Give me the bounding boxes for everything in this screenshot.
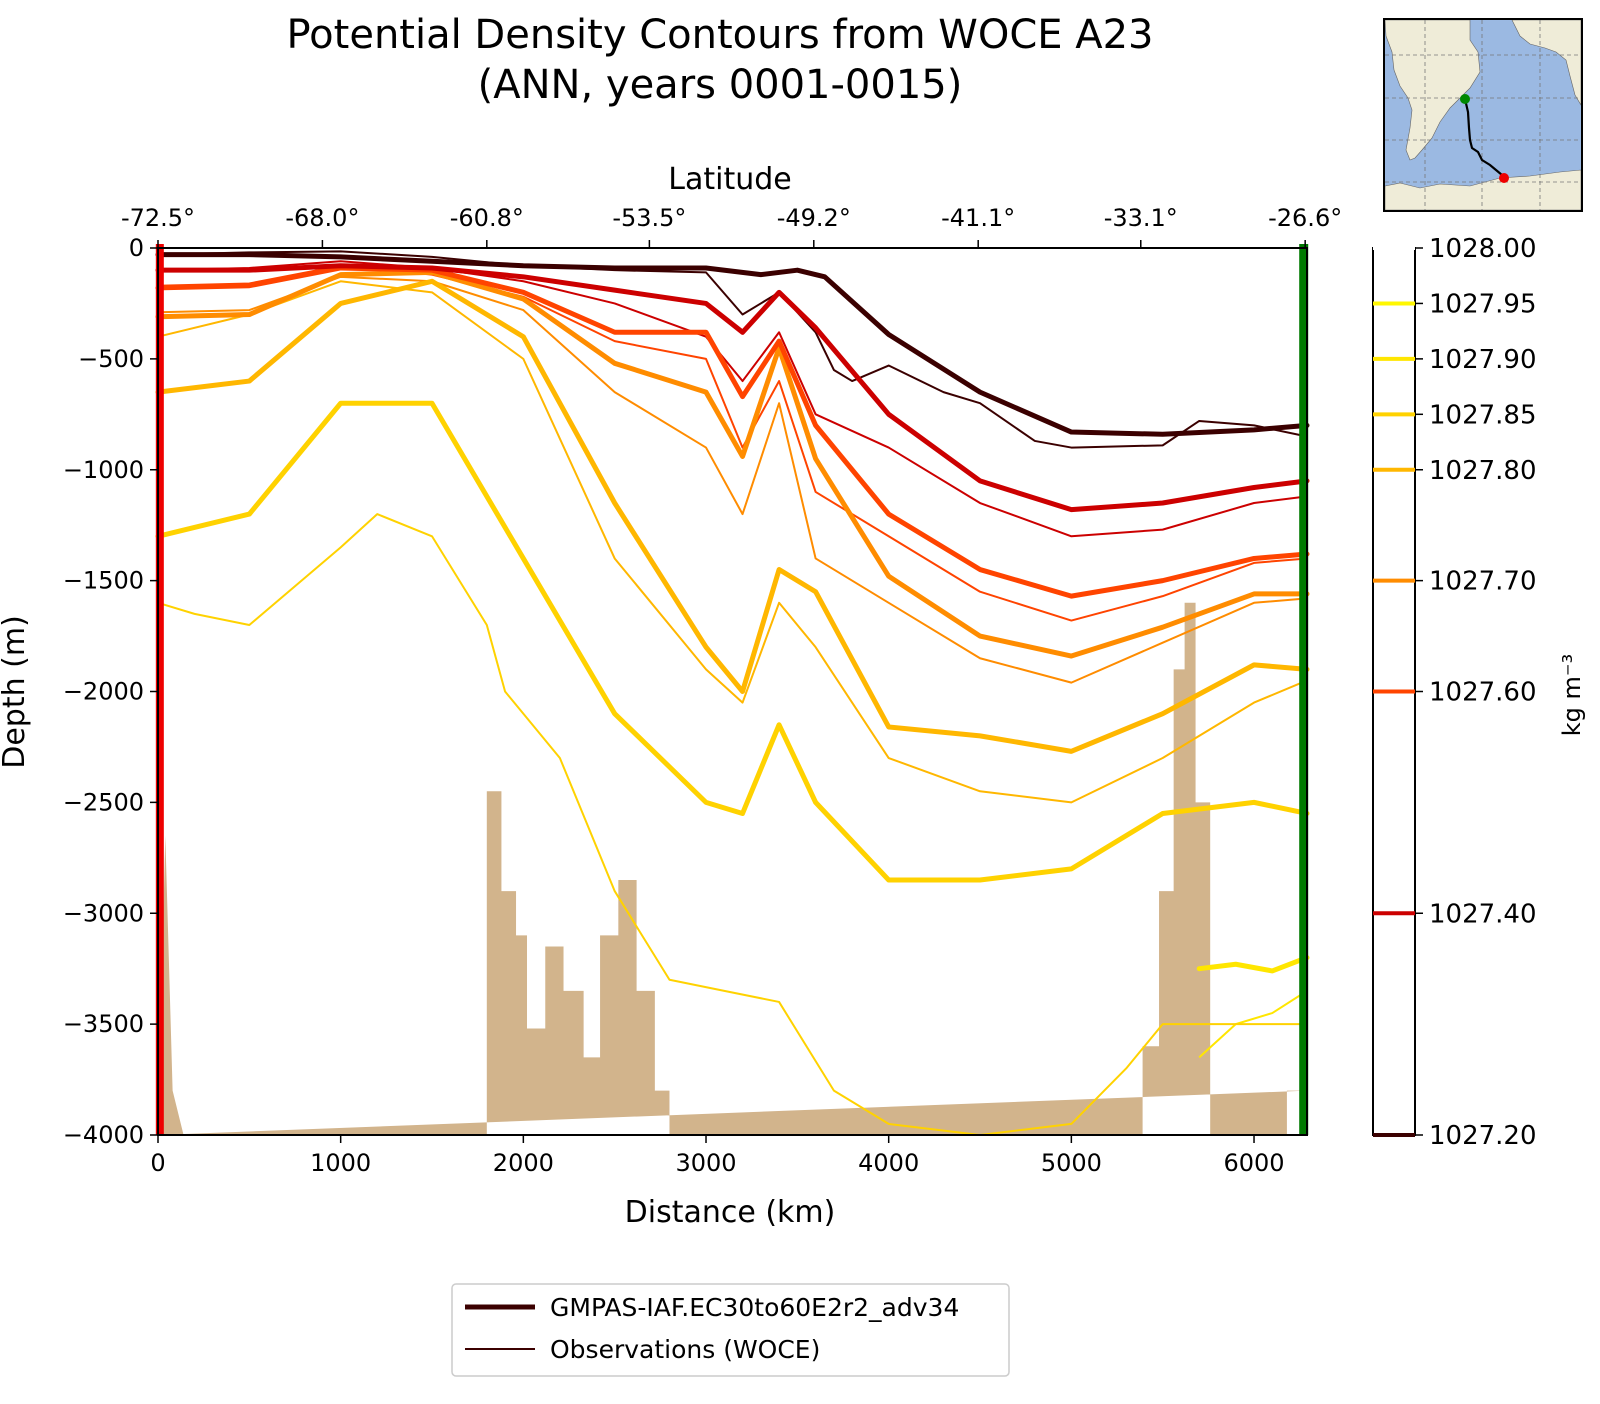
top-tick-label: -49.2°	[777, 204, 851, 232]
axes-layer: 0 1000 2000 3000 4000 5000 6000 0 −500 −1000 −1500…	[63, 204, 1342, 1177]
obs-contour-1027-85	[157, 513, 1307, 1136]
x-tick-label: 1000	[310, 1149, 371, 1177]
model-contour-1027-8	[155, 278, 1310, 754]
model-contour-1027-7	[155, 269, 1310, 659]
legend-frame	[451, 1283, 1010, 1377]
x-tick-label: 3000	[675, 1149, 736, 1177]
track-start-marker	[1460, 94, 1470, 104]
top-tick-label: -26.6°	[1268, 204, 1342, 232]
top-tick-label: -72.5°	[121, 204, 195, 232]
section-end-markers	[155, 244, 1309, 1135]
chart-subtitle: (ANN, years 0001-0015)	[478, 62, 963, 108]
colorbar-label: kg m⁻³	[1558, 654, 1586, 736]
y-tick-label: −500	[78, 345, 144, 373]
seafloor-bathymetry	[158, 602, 1307, 1135]
colorbar-tick-label: 1027.40	[1429, 899, 1537, 929]
legend: GMPAS-IAF.EC30to60E2r2_adv34 Observation…	[451, 1283, 1010, 1377]
colorbar-tick-label: 1027.20	[1429, 1121, 1537, 1151]
y-tick-label: −4000	[63, 1121, 144, 1149]
colorbar-tick-label: 1027.95	[1429, 289, 1537, 319]
top-tick-label: -41.1°	[941, 204, 1015, 232]
colorbar-tick-label: 1027.80	[1429, 456, 1537, 486]
colorbar-tick-label: 1027.85	[1429, 400, 1537, 430]
model-contour-1027-4	[155, 263, 1310, 513]
x-tick-label: 5000	[1041, 1149, 1102, 1177]
plot-area	[158, 248, 1307, 1135]
x-tick-label: 2000	[493, 1149, 554, 1177]
colorbar-tick-label: 1027.90	[1429, 345, 1537, 375]
africa-landmass	[1511, 20, 1581, 106]
obs-contour-1027-9	[1198, 990, 1308, 1059]
obs-contour-1027-2	[157, 250, 1308, 449]
y-tick-label: −3500	[63, 1010, 144, 1038]
y-axis-label: Depth (m)	[0, 615, 32, 769]
x-tick-label: 4000	[858, 1149, 919, 1177]
inset-map	[1383, 18, 1583, 212]
top-tick-label: -68.0°	[285, 204, 359, 232]
track-end-marker	[1499, 173, 1509, 183]
y-tick-label: −1000	[63, 456, 144, 484]
obs-contour-1027-8	[157, 280, 1308, 804]
model-contour-1027-2	[155, 252, 1310, 437]
model-contour-1027-85	[155, 400, 1310, 883]
top-tick-label: -60.8°	[450, 204, 524, 232]
model-contour-1027-9	[1196, 955, 1310, 974]
y-tick-label: −2000	[63, 678, 144, 706]
y-tick-label: −2500	[63, 788, 144, 816]
colorbar: 1027.20 1027.40 1027.60 1027.70 1027.80 1027.…	[1372, 234, 1537, 1151]
colorbar-tick-label: 1027.60	[1429, 678, 1537, 708]
y-tick-label: 0	[129, 234, 144, 262]
chart-title: Potential Density Contours from WOCE A23	[286, 12, 1153, 58]
x-tick-label: 0	[150, 1149, 165, 1177]
colorbar-tick-label: 1027.70	[1429, 567, 1537, 597]
x-axis-label: Distance (km)	[625, 1195, 836, 1230]
legend-label-observations: Observations (WOCE)	[550, 1335, 820, 1364]
antarctica-landmass	[1385, 169, 1581, 210]
plot-background	[158, 248, 1307, 1135]
obs-contour-1027-7	[157, 275, 1308, 684]
x-tick-label: 6000	[1223, 1149, 1284, 1177]
top-tick-label: -33.1°	[1104, 204, 1178, 232]
y-tick-label: −3000	[63, 899, 144, 927]
legend-label-model: GMPAS-IAF.EC30to60E2r2_adv34	[550, 1293, 959, 1322]
top-tick-label: -53.5°	[612, 204, 686, 232]
top-axis-label: Latitude	[668, 162, 791, 197]
contour-layer	[155, 250, 1310, 1136]
y-tick-label: −1500	[63, 567, 144, 595]
bathymetry-layer	[158, 602, 1307, 1135]
colorbar-tick-label: 1028.00	[1429, 234, 1537, 264]
section-track-line	[1463, 98, 1503, 176]
